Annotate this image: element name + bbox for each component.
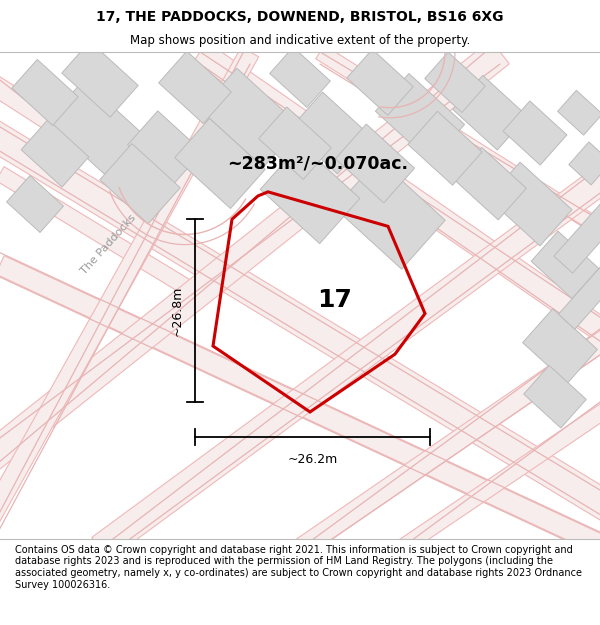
Polygon shape xyxy=(376,74,464,162)
Polygon shape xyxy=(531,231,599,299)
Text: The Paddocks: The Paddocks xyxy=(79,213,137,276)
Polygon shape xyxy=(0,40,509,469)
Polygon shape xyxy=(559,261,600,329)
Polygon shape xyxy=(128,111,202,186)
Polygon shape xyxy=(408,111,482,185)
Text: 17: 17 xyxy=(317,288,352,312)
Text: Contains OS data © Crown copyright and database right 2021. This information is : Contains OS data © Crown copyright and d… xyxy=(15,545,582,589)
Polygon shape xyxy=(12,59,78,126)
Polygon shape xyxy=(335,159,445,269)
Polygon shape xyxy=(193,42,600,346)
Polygon shape xyxy=(425,52,485,112)
Polygon shape xyxy=(0,256,600,558)
Polygon shape xyxy=(395,400,600,556)
Polygon shape xyxy=(316,45,600,241)
Text: 17, THE PADDOCKS, DOWNEND, BRISTOL, BS16 6XG: 17, THE PADDOCKS, DOWNEND, BRISTOL, BS16… xyxy=(96,9,504,24)
Polygon shape xyxy=(554,196,600,273)
Polygon shape xyxy=(454,148,526,220)
Polygon shape xyxy=(200,68,300,168)
Polygon shape xyxy=(488,162,572,246)
Polygon shape xyxy=(158,51,232,124)
Text: Map shows position and indicative extent of the property.: Map shows position and indicative extent… xyxy=(130,34,470,47)
Polygon shape xyxy=(347,49,413,115)
Polygon shape xyxy=(21,119,89,187)
Polygon shape xyxy=(0,167,204,302)
Polygon shape xyxy=(289,92,371,174)
Polygon shape xyxy=(270,47,330,108)
Polygon shape xyxy=(259,107,331,179)
Polygon shape xyxy=(0,47,259,524)
Text: ~283m²/~0.070ac.: ~283m²/~0.070ac. xyxy=(227,154,409,173)
Polygon shape xyxy=(175,118,265,209)
Polygon shape xyxy=(0,120,600,521)
Polygon shape xyxy=(7,176,64,232)
Text: ~26.8m: ~26.8m xyxy=(170,286,184,336)
Polygon shape xyxy=(335,124,415,203)
Polygon shape xyxy=(524,366,586,428)
Polygon shape xyxy=(452,76,527,150)
Polygon shape xyxy=(295,328,600,558)
Polygon shape xyxy=(503,101,567,165)
Polygon shape xyxy=(569,142,600,185)
Polygon shape xyxy=(523,309,598,383)
Polygon shape xyxy=(260,144,360,244)
Polygon shape xyxy=(0,74,106,162)
Text: ~26.2m: ~26.2m xyxy=(287,453,338,466)
Polygon shape xyxy=(92,162,600,561)
Polygon shape xyxy=(100,144,180,224)
Polygon shape xyxy=(557,90,600,135)
Polygon shape xyxy=(62,41,138,117)
Polygon shape xyxy=(47,80,143,176)
